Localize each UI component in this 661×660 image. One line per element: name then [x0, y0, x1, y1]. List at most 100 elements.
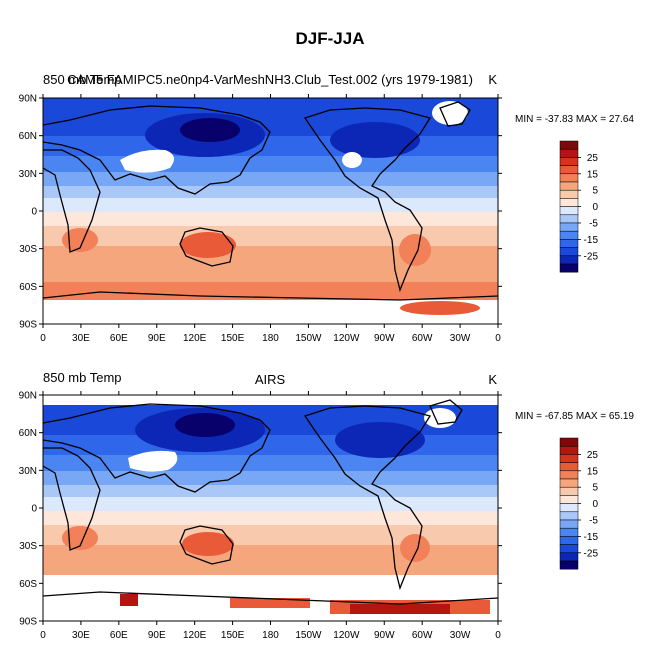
y-tick-label: 60S	[19, 579, 37, 590]
y-tick-label: 30N	[19, 466, 37, 477]
colorbar-swatch	[559, 173, 579, 183]
colorbar-swatch	[559, 181, 579, 191]
temperature-band	[43, 172, 498, 186]
y-tick-label: 0	[31, 207, 37, 218]
y-tick-label: 30S	[19, 541, 37, 552]
colorbar-label: 5	[592, 483, 598, 494]
x-tick-label: 60E	[110, 333, 128, 344]
x-tick-label: 120W	[333, 630, 360, 641]
colorbar-swatch	[559, 544, 579, 554]
x-tick-label: 0	[40, 333, 46, 344]
colorbar-label: -25	[584, 251, 599, 262]
x-tick-label: 0	[495, 333, 501, 344]
temperature-band	[43, 575, 498, 597]
x-tick-label: 90E	[148, 630, 166, 641]
temperature-band	[43, 525, 498, 545]
colorbar-swatch	[559, 148, 579, 158]
colorbar-label: 5	[592, 186, 598, 197]
x-tick-label: 30E	[72, 630, 90, 641]
colorbar-swatch	[559, 486, 579, 496]
x-tick-label: 90E	[148, 333, 166, 344]
colorbar-swatch	[559, 263, 579, 273]
colorbar-label: 15	[587, 169, 599, 180]
colorbar-swatch	[559, 560, 579, 570]
y-tick-label: 30N	[19, 169, 37, 180]
antarctic-warm	[230, 598, 310, 608]
x-tick-label: 120W	[333, 333, 360, 344]
y-tick-label: 60N	[19, 428, 37, 439]
x-tick-label: 60W	[412, 333, 433, 344]
figure-title: DJF-JJA	[296, 29, 365, 48]
panel-model-stats: MIN = -37.83 MAX = 27.64	[515, 114, 634, 125]
panel-model-center-title: CAM5 FAMIPC5.ne0np4-VarMeshNH3.Club_Test…	[67, 72, 473, 87]
colorbar-swatch	[559, 536, 579, 545]
x-tick-label: 150W	[295, 333, 322, 344]
panel-model-colorbar: 25 15 5 0 -5 -15 -25	[559, 140, 599, 273]
antarctic-hot	[120, 594, 138, 606]
colorbar-swatch	[559, 462, 579, 472]
colorbar-swatch	[559, 470, 579, 480]
x-tick-label: 30W	[450, 333, 471, 344]
australia-warm	[182, 532, 234, 556]
y-tick-label: 90S	[19, 617, 37, 628]
colorbar-swatch	[559, 140, 579, 150]
panel-model-axes: 0 30E 60E 90E 120E 150E 180 150W 120W 90W 60W 30W 09…	[19, 94, 502, 344]
colorbar-label: -25	[584, 548, 599, 559]
panel-obs-axes: 0 30E 60E 90E 120E 150E 180 150W 120W 90W 60W 30W 09…	[19, 391, 502, 641]
panel-obs-center-title: AIRS	[255, 372, 286, 387]
colorbar-label: 25	[587, 450, 599, 461]
y-tick-label: 30S	[19, 244, 37, 255]
temperature-band	[43, 497, 498, 511]
colorbar-swatch	[559, 511, 579, 521]
colorbar-label: 0	[592, 202, 598, 213]
siberia-deep-core	[175, 413, 235, 437]
colorbar-swatch	[559, 519, 579, 529]
tibet-missing	[120, 149, 174, 173]
x-tick-label: 0	[495, 630, 501, 641]
x-tick-label: 60E	[110, 630, 128, 641]
x-tick-label: 120E	[183, 333, 207, 344]
colorbar-swatch	[559, 552, 579, 562]
colorbar-swatch	[559, 165, 579, 175]
colorbar-label: -15	[584, 532, 599, 543]
south-america-warm	[400, 534, 430, 562]
colorbar-swatch	[559, 454, 579, 463]
colorbar-label: 15	[587, 466, 599, 477]
australia-warm	[180, 232, 236, 258]
panel-obs-units: K	[488, 372, 497, 387]
colorbar-swatch	[559, 189, 579, 199]
panel-model: 850 mb Temp CAM5 FAMIPC5.ne0np4-VarMeshN…	[19, 72, 635, 344]
panel-obs: 850 mb Temp AIRS K	[19, 370, 635, 641]
x-tick-label: 0	[40, 630, 46, 641]
temperature-band	[43, 455, 498, 471]
temperature-band	[43, 485, 498, 497]
colorbar-swatch	[559, 445, 579, 455]
colorbar-swatch	[559, 157, 579, 166]
x-tick-label: 90W	[374, 333, 395, 344]
temperature-band	[43, 226, 498, 246]
coastlines	[43, 101, 498, 301]
colorbar-swatch	[559, 527, 579, 537]
panel-obs-stats: MIN = -67.85 MAX = 65.19	[515, 411, 634, 422]
x-tick-label: 180	[262, 630, 279, 641]
y-tick-label: 60S	[19, 282, 37, 293]
y-tick-label: 0	[31, 504, 37, 515]
temperature-band	[43, 282, 498, 300]
temperature-band	[43, 98, 498, 136]
colorbar-swatch	[559, 255, 579, 265]
panel-model-units: K	[488, 72, 497, 87]
x-tick-label: 150W	[295, 630, 322, 641]
y-tick-label: 90N	[19, 391, 37, 402]
colorbar-swatch	[559, 206, 579, 216]
antarctic-warm	[400, 301, 480, 315]
temperature-band	[43, 186, 498, 198]
colorbar-swatch	[559, 503, 579, 513]
y-tick-label: 90N	[19, 94, 37, 105]
x-tick-label: 30E	[72, 333, 90, 344]
temperature-band	[43, 212, 498, 226]
y-tick-label: 60N	[19, 131, 37, 142]
rockies-missing	[342, 152, 362, 168]
temperature-band	[43, 198, 498, 212]
temperature-band	[43, 156, 498, 172]
